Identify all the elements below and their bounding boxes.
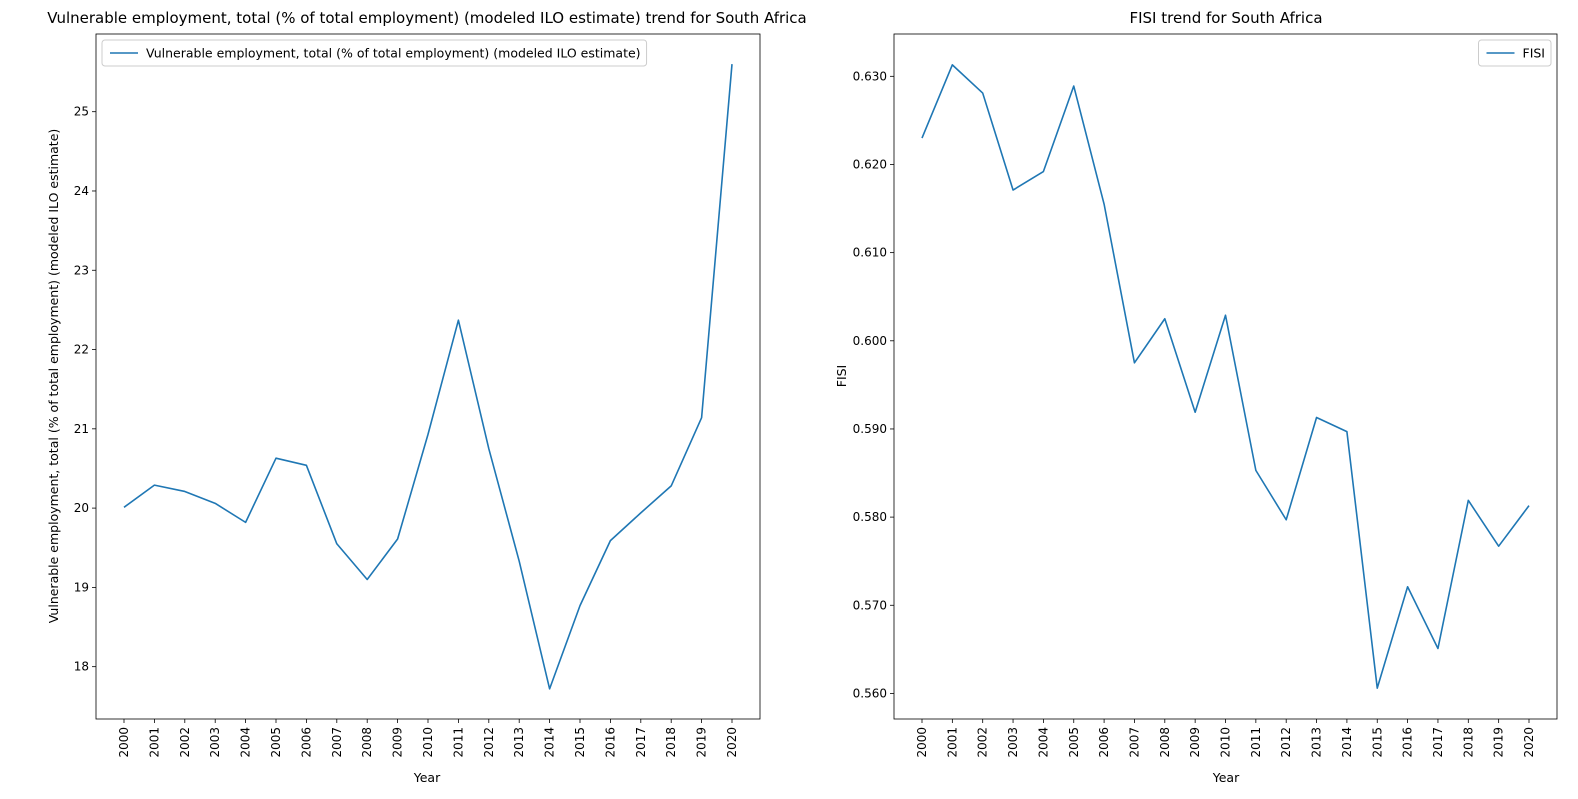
y-tick-label: 24 xyxy=(74,184,89,198)
x-tick-label: 2011 xyxy=(451,727,465,758)
y-tick-label: 22 xyxy=(74,343,89,357)
x-tick-label: 2001 xyxy=(945,727,959,758)
y-tick-label: 0.560 xyxy=(853,686,887,700)
y-tick-label: 19 xyxy=(74,580,89,594)
chart-title: Vulnerable employment, total (% of total… xyxy=(47,9,807,27)
x-tick-label: 2012 xyxy=(1279,727,1293,758)
x-tick-label: 2016 xyxy=(1401,727,1415,758)
x-tick-label: 2018 xyxy=(1461,727,1475,758)
x-tick-label: 2004 xyxy=(239,727,253,758)
chart-fisi: FISI trend for South Africa Year FISI 20… xyxy=(834,9,1558,785)
y-tick-label: 0.610 xyxy=(853,246,887,260)
plot-frame xyxy=(95,33,761,720)
legend: FISI xyxy=(1478,39,1552,67)
x-ticks: 2000 2001 2002 2003 2004 2005 2006 2007 2008 2009… xyxy=(915,719,1536,758)
y-ticks: 0.560 0.570 0.580 0.590 0.600 0.610 0.620 0.630 xyxy=(853,69,894,700)
x-tick-label: 2005 xyxy=(269,727,283,758)
x-tick-label: 2019 xyxy=(695,727,709,758)
x-tick-label: 2004 xyxy=(1036,727,1050,758)
x-tick-label: 2009 xyxy=(1188,727,1202,758)
x-tick-label: 2009 xyxy=(391,727,405,758)
y-tick-label: 0.630 xyxy=(853,69,887,83)
x-tick-label: 2020 xyxy=(1522,727,1536,758)
x-tick-label: 2008 xyxy=(360,727,374,758)
x-tick-label: 2013 xyxy=(1310,727,1324,758)
chart-title: FISI trend for South Africa xyxy=(1129,9,1322,27)
x-tick-label: 2014 xyxy=(1340,727,1354,758)
x-tick-label: 2007 xyxy=(1127,727,1141,758)
legend-box xyxy=(101,39,648,67)
y-tick-label: 0.620 xyxy=(853,157,887,171)
chart-vulnerable-employment: Vulnerable employment, total (% of total… xyxy=(46,9,807,785)
y-axis-label: FISI xyxy=(834,365,849,388)
y-tick-label: 0.580 xyxy=(853,510,887,524)
x-tick-label: 2001 xyxy=(147,727,161,758)
x-tick-label: 2008 xyxy=(1158,727,1172,758)
x-tick-label: 2017 xyxy=(634,727,648,758)
series-layer xyxy=(921,64,1530,689)
x-tick-label: 2014 xyxy=(543,727,557,758)
x-tick-label: 2015 xyxy=(573,727,587,758)
legend-box xyxy=(1478,39,1552,67)
x-ticks: 2000 2001 2002 2003 2004 2005 2006 2007 2008 2009… xyxy=(117,719,739,758)
y-tick-label: 0.590 xyxy=(853,422,887,436)
x-tick-label: 2006 xyxy=(1097,727,1111,758)
x-tick-label: 2016 xyxy=(603,727,617,758)
x-axis-label: Year xyxy=(413,770,441,785)
x-tick-label: 2000 xyxy=(915,727,929,758)
x-axis-label: Year xyxy=(1212,770,1240,785)
x-tick-label: 2003 xyxy=(208,727,222,758)
series-line xyxy=(921,64,1530,689)
y-tick-label: 0.600 xyxy=(853,334,887,348)
x-tick-label: 2005 xyxy=(1067,727,1081,758)
x-tick-label: 2002 xyxy=(976,727,990,758)
x-tick-label: 2015 xyxy=(1370,727,1384,758)
y-tick-label: 25 xyxy=(74,105,89,119)
y-tick-label: 20 xyxy=(74,501,89,515)
y-tick-label: 18 xyxy=(74,660,89,674)
y-tick-label: 0.570 xyxy=(853,598,887,612)
x-tick-label: 2006 xyxy=(299,727,313,758)
x-tick-label: 2002 xyxy=(178,727,192,758)
plot-frame xyxy=(893,33,1558,720)
x-tick-label: 2007 xyxy=(330,727,344,758)
y-tick-label: 23 xyxy=(74,263,89,277)
y-ticks: 18 19 20 21 22 23 24 25 xyxy=(74,105,96,674)
x-tick-label: 2019 xyxy=(1492,727,1506,758)
series-line xyxy=(123,64,733,690)
legend-label: Vulnerable employment, total (% of total… xyxy=(146,46,641,61)
x-tick-label: 2003 xyxy=(1006,727,1020,758)
legend-label: FISI xyxy=(1523,46,1546,61)
x-tick-label: 2012 xyxy=(482,727,496,758)
y-axis-label: Vulnerable employment, total (% of total… xyxy=(46,129,61,624)
x-tick-label: 2017 xyxy=(1431,727,1445,758)
legend: Vulnerable employment, total (% of total… xyxy=(101,39,648,67)
x-tick-label: 2011 xyxy=(1249,727,1263,758)
y-tick-label: 21 xyxy=(74,422,89,436)
x-tick-label: 2013 xyxy=(512,727,526,758)
x-tick-label: 2018 xyxy=(664,727,678,758)
x-tick-label: 2010 xyxy=(421,727,435,758)
x-tick-label: 2000 xyxy=(117,727,131,758)
x-tick-label: 2010 xyxy=(1219,727,1233,758)
series-layer xyxy=(123,64,733,690)
x-tick-label: 2020 xyxy=(725,727,739,758)
